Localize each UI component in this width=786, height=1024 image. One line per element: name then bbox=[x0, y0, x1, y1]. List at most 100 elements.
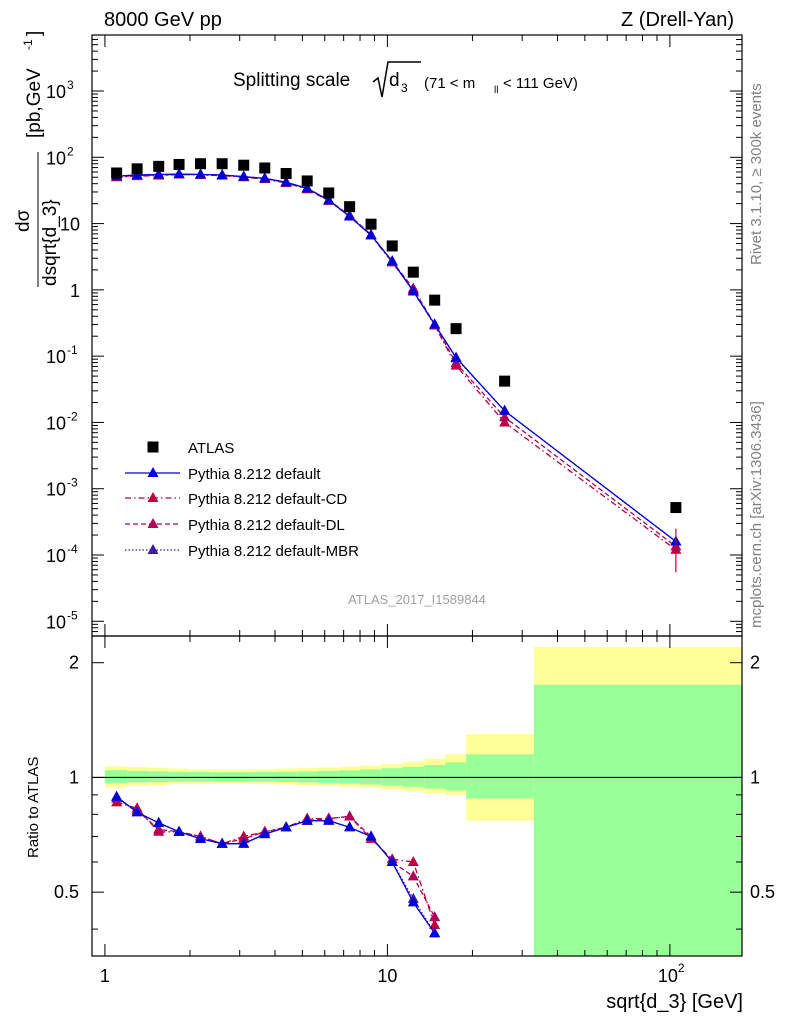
legend: ATLAS Pythia 8.212 default Pythia 8.212 de… bbox=[125, 440, 359, 560]
legend-label: Pythia 8.212 default-CD bbox=[188, 491, 347, 508]
y-tick-exponent: 2 bbox=[67, 144, 74, 158]
legend-label: ATLAS bbox=[188, 440, 234, 457]
band-inner-segment bbox=[127, 770, 148, 783]
ratio-marker bbox=[195, 832, 207, 843]
legend-label: Pythia 8.212 default-MBR bbox=[188, 543, 359, 560]
series-marker bbox=[365, 229, 377, 240]
series-marker bbox=[259, 172, 271, 183]
data-point bbox=[499, 375, 511, 387]
data-point bbox=[450, 323, 462, 335]
ratio-marker bbox=[407, 870, 419, 881]
legend-entry: Pythia 8.212 default-DL bbox=[125, 517, 345, 534]
x-tick-base: 10 bbox=[658, 966, 678, 986]
ratio-axes: 0.5 0.51 12 21 10 10 2 bbox=[54, 635, 775, 986]
data-point bbox=[131, 163, 143, 175]
data-point bbox=[386, 240, 398, 252]
series-marker bbox=[344, 210, 356, 221]
y-tick-label: 10 -5 bbox=[46, 608, 78, 632]
ratio-y-tick-label-right: 0.5 bbox=[750, 882, 775, 902]
ratio-marker bbox=[429, 911, 441, 922]
ratio-marker bbox=[407, 896, 419, 907]
ratio-marker bbox=[344, 821, 356, 832]
series-marker bbox=[499, 416, 511, 427]
y-tick-label: 10 2 bbox=[46, 144, 74, 168]
data-point bbox=[111, 167, 123, 179]
main-y-axis-label: dσ dsqrt{d_3} [pb,GeV -1 ] bbox=[13, 31, 61, 287]
data-point bbox=[259, 162, 271, 174]
ratio-marker bbox=[216, 837, 228, 848]
data-point bbox=[195, 158, 207, 170]
ratio-y-tick-label-right: 2 bbox=[750, 653, 760, 673]
y-tick-label: 10 -1 bbox=[46, 343, 78, 367]
ratio-marker bbox=[301, 814, 313, 825]
legend-symbol bbox=[147, 467, 159, 477]
rivet-label: Rivet 3.1.10, ≥ 300k events bbox=[748, 83, 765, 265]
x-tick-base: 10 bbox=[377, 966, 397, 986]
x-tick-base: 1 bbox=[100, 966, 110, 986]
legend-label: Pythia 8.212 default bbox=[188, 466, 321, 483]
data-point bbox=[173, 158, 185, 170]
series-marker bbox=[450, 357, 462, 368]
band-inner-segment bbox=[466, 754, 534, 799]
ratio-marker bbox=[111, 790, 123, 801]
legend-label: Pythia 8.212 default-DL bbox=[188, 517, 345, 534]
ratio-marker bbox=[131, 806, 143, 817]
legend-symbol bbox=[147, 492, 159, 502]
y-tick-exponent: -4 bbox=[67, 542, 78, 556]
ratio-line bbox=[116, 796, 436, 934]
series-marker bbox=[450, 351, 462, 362]
ratio-series-0 bbox=[111, 790, 441, 938]
ratio-line bbox=[116, 798, 436, 918]
band-inner-segment bbox=[533, 684, 742, 956]
title-range-b: < 111 GeV) bbox=[503, 75, 578, 92]
ratio-uncertainty-bands bbox=[104, 646, 742, 956]
ratio-y-tick-label-left: 0.5 bbox=[54, 882, 79, 902]
series-marker bbox=[407, 285, 419, 296]
ratio-marker bbox=[386, 855, 398, 866]
ratio-marker bbox=[259, 828, 271, 839]
series-marker bbox=[153, 168, 165, 179]
y-tick-base: 10 bbox=[46, 480, 66, 500]
ratio-y-tick-label-left: 1 bbox=[69, 767, 79, 787]
data-point bbox=[429, 294, 441, 306]
x-tick-label: 1 bbox=[100, 966, 110, 986]
y-tick-base: 10 bbox=[46, 82, 66, 102]
data-point bbox=[670, 502, 682, 514]
band-inner-segment bbox=[168, 771, 190, 782]
series-marker bbox=[429, 318, 441, 329]
series-marker bbox=[238, 170, 250, 181]
y-tick-label: 10 -4 bbox=[46, 542, 78, 566]
y-tick-exponent: -1 bbox=[67, 343, 78, 357]
mcplots-label: mcplots.cern.ch [arXiv:1306.3436] bbox=[748, 401, 765, 628]
y-tick-label: 10 bbox=[60, 215, 80, 235]
series-marker bbox=[499, 404, 511, 415]
y-tick-base: 1 bbox=[70, 281, 80, 301]
ratio-marker bbox=[429, 919, 441, 930]
band-inner-segment bbox=[445, 762, 467, 791]
legend-entry: Pythia 8.212 default bbox=[125, 466, 321, 483]
series-marker bbox=[216, 169, 228, 180]
ratio-marker bbox=[153, 823, 165, 834]
legend-entry: Pythia 8.212 default-CD bbox=[125, 491, 347, 508]
title-sqrt-sub: 3 bbox=[401, 81, 408, 95]
ylabel-unit-exponent: -1 bbox=[21, 39, 35, 50]
header-left: 8000 GeV pp bbox=[104, 9, 222, 31]
y-tick-exponent: -3 bbox=[67, 476, 78, 490]
data-point bbox=[153, 160, 165, 172]
series-line bbox=[116, 173, 677, 543]
series-marker bbox=[301, 182, 313, 193]
series-marker bbox=[280, 176, 292, 187]
legend-entry: ATLAS bbox=[147, 440, 234, 457]
band-inner-segment bbox=[402, 766, 425, 787]
ratio-line bbox=[116, 796, 436, 934]
y-tick-label: 10 3 bbox=[46, 78, 74, 102]
series-marker bbox=[386, 255, 398, 266]
ratio-y-tick-label-right: 1 bbox=[750, 767, 760, 787]
data-point bbox=[323, 187, 335, 199]
legend-symbol bbox=[147, 441, 159, 453]
band-inner-segment bbox=[147, 771, 169, 783]
x-tick-label: 10 2 bbox=[658, 961, 685, 986]
ratio-marker bbox=[407, 855, 419, 866]
